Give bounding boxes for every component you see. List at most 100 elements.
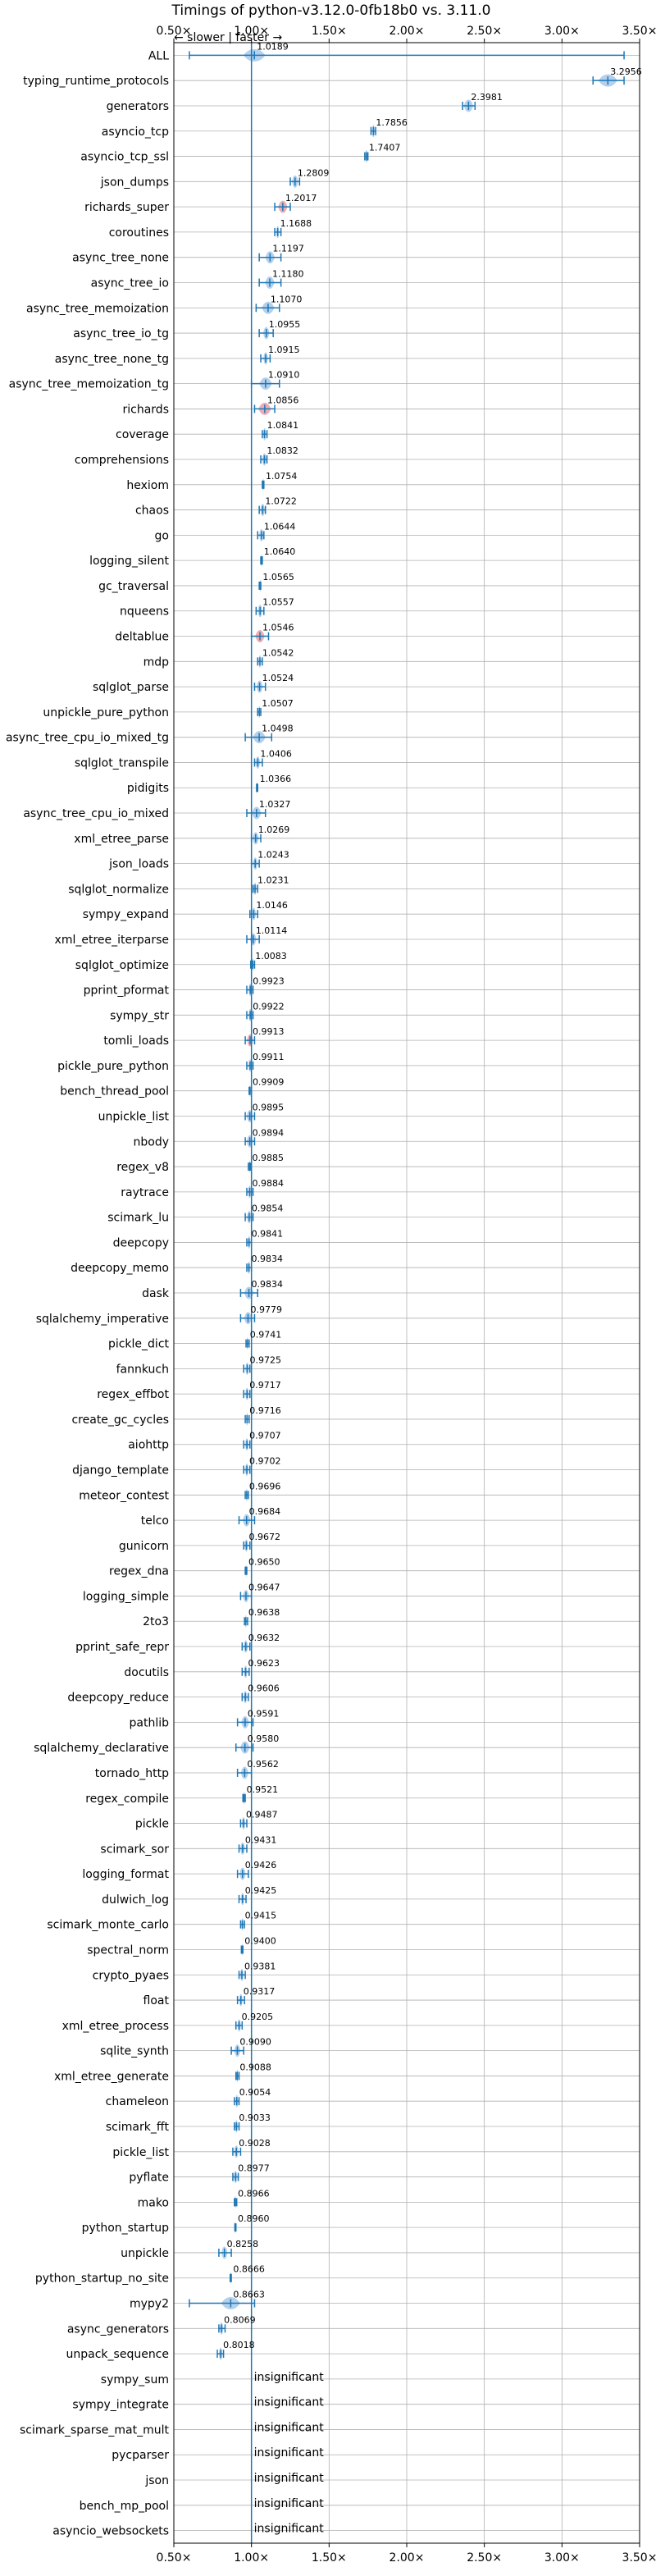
value-label: 0.9606 xyxy=(248,1683,280,1694)
value-label: 0.9650 xyxy=(248,1557,280,1568)
value-label: 0.9054 xyxy=(239,2087,271,2098)
x-tick-top-label: 3.50× xyxy=(622,25,656,38)
benchmark-label: pprint_safe_repr xyxy=(75,1641,169,1654)
benchmark-label: dask xyxy=(142,1287,170,1300)
value-label: 0.9638 xyxy=(248,1607,280,1618)
value-label: 0.9684 xyxy=(249,1506,281,1517)
value-label: 1.0856 xyxy=(267,395,299,405)
value-label: 0.9779 xyxy=(250,1304,282,1315)
value-label: 0.9894 xyxy=(253,1127,285,1138)
value-label: 1.0114 xyxy=(256,925,288,936)
benchmark-label: bench_mp_pool xyxy=(80,2500,169,2513)
benchmark-label: scimark_monte_carlo xyxy=(47,1919,169,1932)
value-label: 1.0955 xyxy=(269,319,301,330)
benchmark-label: typing_runtime_protocols xyxy=(23,75,169,88)
chart-title: Timings of python-v3.12.0-0fb18b0 vs. 3.… xyxy=(171,2,491,19)
value-label: 0.9909 xyxy=(253,1077,285,1088)
insignificant-label: insignificant xyxy=(254,2396,325,2409)
insignificant-label: insignificant xyxy=(254,2421,325,2434)
benchmark-label: sympy_str xyxy=(110,1009,169,1022)
value-label: 0.9426 xyxy=(245,1860,277,1870)
benchmark-label: regex_compile xyxy=(85,1793,169,1806)
value-label: 1.0722 xyxy=(265,496,297,507)
value-label: 0.9580 xyxy=(248,1733,280,1744)
benchmark-label: json_loads xyxy=(108,858,169,871)
value-label: 0.8069 xyxy=(224,2314,256,2325)
benchmark-label: regex_v8 xyxy=(116,1161,169,1174)
value-label: 0.9431 xyxy=(245,1834,277,1845)
benchmark-label: json xyxy=(144,2474,169,2487)
value-label: 0.9090 xyxy=(239,2037,271,2048)
value-label: 1.0841 xyxy=(267,420,299,431)
value-label: 0.9885 xyxy=(252,1153,284,1163)
benchmark-label: gc_traversal xyxy=(98,580,169,593)
benchmark-label: tomli_loads xyxy=(103,1035,169,1048)
x-tick-top-label: 2.00× xyxy=(390,25,425,38)
benchmark-label: ALL xyxy=(148,49,169,62)
benchmark-label: mako xyxy=(138,2196,169,2209)
x-ticks-top: 0.50× 1.00× 1.50× 2.00× 2.50× 3.00× 3.50× xyxy=(157,25,656,43)
value-label: 1.0557 xyxy=(262,597,294,608)
benchmark-label: pyflate xyxy=(129,2172,169,2185)
x-tick-top-label: 0.50× xyxy=(157,25,192,38)
value-label: 1.0542 xyxy=(262,647,294,658)
insignificant-label: insignificant xyxy=(254,2446,325,2460)
value-label: 1.0565 xyxy=(262,572,294,582)
benchmark-label: pycparser xyxy=(112,2449,169,2462)
x-ticks-bottom: 0.50× 1.00× 1.50× 2.00× 2.50× 3.00× 3.50× xyxy=(157,2543,656,2565)
benchmark-label: mdp xyxy=(144,655,170,669)
benchmark-label: pickle_dict xyxy=(108,1338,170,1351)
x-tick-bottom-label: 0.50× xyxy=(157,2551,192,2565)
benchmark-label: unpack_sequence xyxy=(66,2348,169,2361)
benchmark-label: logging_format xyxy=(82,1868,169,1881)
benchmark-label: async_tree_cpu_io_mixed xyxy=(23,807,169,820)
benchmark-label: nbody xyxy=(134,1135,170,1149)
value-label: 0.9623 xyxy=(248,1658,280,1669)
x-tick-bottom-label: 2.00× xyxy=(390,2551,425,2565)
benchmark-label: sympy_sum xyxy=(101,2373,169,2386)
value-label: 0.9425 xyxy=(245,1885,277,1896)
benchmark-label: async_tree_none_tg xyxy=(55,353,169,366)
x-tick-bottom-label: 2.50× xyxy=(467,2551,502,2565)
benchmark-label: unpickle_pure_python xyxy=(43,706,169,719)
benchmark-label: logging_silent xyxy=(89,555,169,568)
benchmark-label: gunicorn xyxy=(119,1540,169,1553)
x-tick-top-label: 3.00× xyxy=(544,25,580,38)
benchmark-label: pickle_list xyxy=(112,2146,169,2159)
value-label: 1.0644 xyxy=(264,521,296,532)
benchmark-label: generators xyxy=(107,100,169,113)
value-label: 0.9702 xyxy=(249,1456,281,1467)
benchmark-label: regex_dna xyxy=(109,1565,169,1578)
value-label: 0.9415 xyxy=(245,1911,277,1921)
benchmark-label: unpickle_list xyxy=(98,1110,170,1123)
x-tick-bottom-label: 1.50× xyxy=(312,2551,347,2565)
value-label: 1.0754 xyxy=(266,471,298,482)
benchmark-label: raytrace xyxy=(121,1186,169,1199)
benchmark-label: fannkuch xyxy=(116,1363,169,1376)
value-label: 0.9741 xyxy=(250,1330,282,1341)
benchmark-label: sympy_expand xyxy=(83,908,169,921)
benchmark-label: asyncio_tcp xyxy=(102,126,169,139)
benchmark-label: sqlalchemy_imperative xyxy=(36,1313,169,1326)
insignificant-label: insignificant xyxy=(254,2523,325,2536)
benchmark-label: scimark_lu xyxy=(107,1212,169,1225)
benchmark-label: async_tree_io_tg xyxy=(73,327,169,340)
value-label: 0.8966 xyxy=(238,2188,270,2199)
benchmark-label: regex_effbot xyxy=(97,1388,169,1401)
x-tick-top-label: 2.50× xyxy=(467,25,502,38)
value-label: 1.0243 xyxy=(257,850,289,861)
value-label: 0.8960 xyxy=(238,2213,270,2224)
benchmark-label: unpickle xyxy=(121,2247,169,2260)
x-tick-top-label: 1.00× xyxy=(234,25,269,38)
benchmark-label: go xyxy=(155,529,169,542)
value-label: 1.1197 xyxy=(272,244,304,254)
benchmark-label: deepcopy xyxy=(113,1236,169,1249)
value-label: 1.0507 xyxy=(262,698,294,709)
value-label: 0.9632 xyxy=(248,1633,280,1643)
benchmark-label: sqlglot_parse xyxy=(93,681,169,694)
benchmark-label: scimark_sparse_mat_mult xyxy=(20,2423,169,2437)
value-label: 1.2017 xyxy=(285,193,317,203)
value-label: 0.9841 xyxy=(252,1228,284,1239)
value-label: 0.9895 xyxy=(253,1102,285,1112)
value-label: 0.9088 xyxy=(239,2062,271,2072)
